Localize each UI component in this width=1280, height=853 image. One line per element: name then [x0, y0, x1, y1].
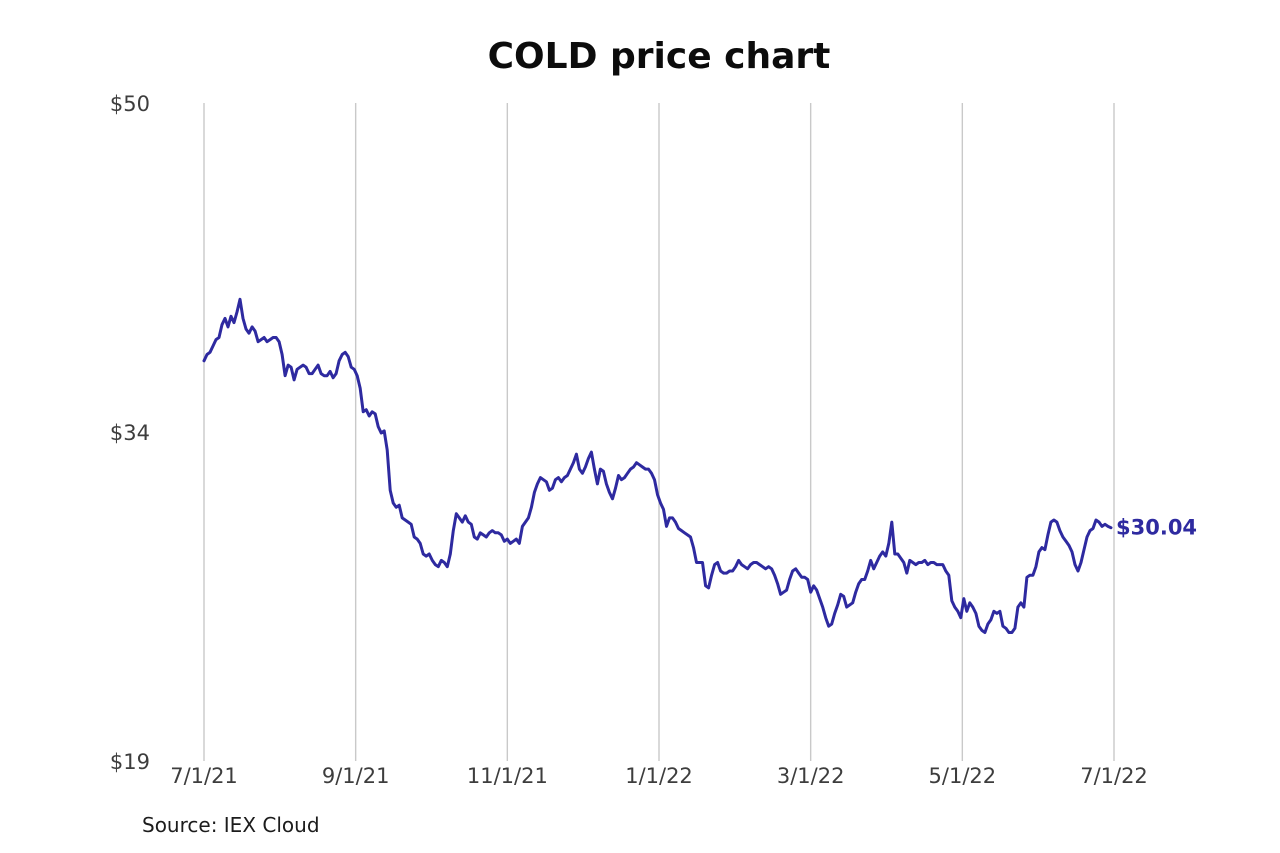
price-line [202, 297, 1113, 634]
price-end-label: $30.04 [1116, 516, 1197, 540]
y-tick-label: $50 [110, 92, 150, 116]
x-tick-label: 3/1/22 [777, 764, 845, 788]
x-tick-label: 7/1/21 [170, 764, 238, 788]
chart-source: Source: IEX Cloud [142, 813, 320, 837]
y-tick-label: $34 [110, 421, 150, 445]
x-tick-label: 5/1/22 [929, 764, 997, 788]
x-tick-label: 7/1/22 [1080, 764, 1148, 788]
x-tick-label: 9/1/21 [322, 764, 390, 788]
x-tick-label: 11/1/21 [467, 764, 548, 788]
y-tick-label: $19 [110, 750, 150, 774]
chart-title: COLD price chart [487, 36, 831, 77]
x-tick-label: 1/1/22 [625, 764, 693, 788]
